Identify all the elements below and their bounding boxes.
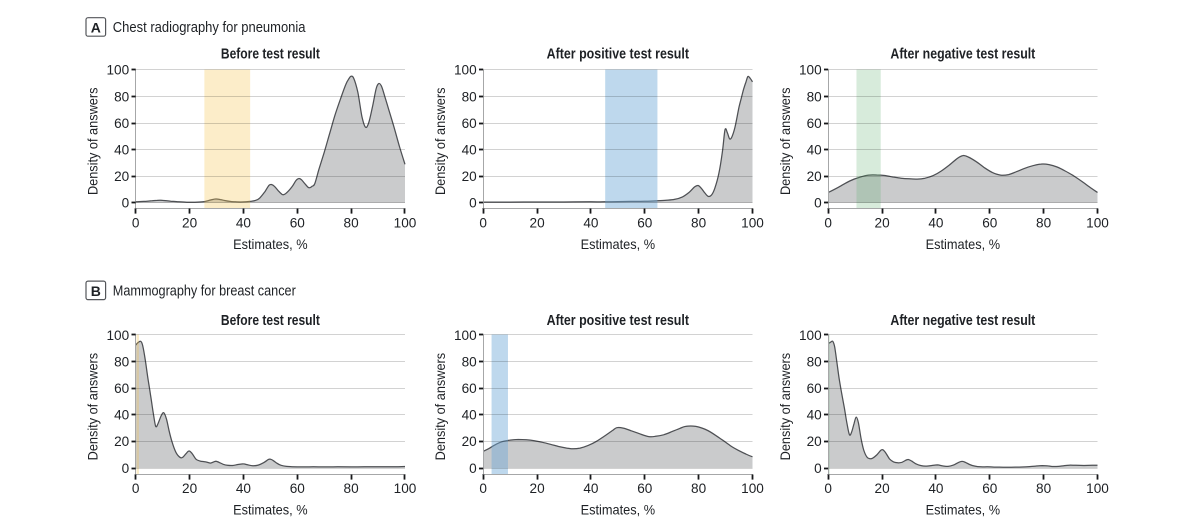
- svg-text:20: 20: [530, 481, 546, 496]
- svg-text:80: 80: [691, 481, 707, 496]
- svg-text:60: 60: [982, 216, 998, 231]
- svg-text:40: 40: [928, 481, 944, 496]
- svg-text:40: 40: [807, 143, 823, 158]
- svg-text:Density of answers: Density of answers: [778, 87, 793, 195]
- svg-text:0: 0: [479, 481, 487, 496]
- svg-text:40: 40: [807, 408, 823, 423]
- svg-text:Before test result: Before test result: [221, 46, 320, 63]
- svg-text:Mammography for breast cancer: Mammography for breast cancer: [113, 283, 296, 300]
- svg-text:20: 20: [462, 434, 478, 449]
- svg-text:Density of answers: Density of answers: [778, 353, 793, 461]
- svg-text:100: 100: [799, 63, 822, 78]
- svg-text:100: 100: [394, 481, 417, 496]
- svg-text:60: 60: [114, 116, 130, 131]
- svg-text:Density of answers: Density of answers: [86, 87, 101, 195]
- svg-text:60: 60: [807, 381, 823, 396]
- svg-text:80: 80: [807, 89, 823, 104]
- svg-text:80: 80: [1036, 216, 1052, 231]
- svg-text:60: 60: [807, 116, 823, 131]
- svg-text:40: 40: [462, 408, 478, 423]
- svg-text:0: 0: [469, 461, 477, 476]
- svg-text:After negative test result: After negative test result: [890, 46, 1035, 63]
- svg-text:After positive test result: After positive test result: [547, 312, 689, 329]
- svg-text:80: 80: [114, 89, 130, 104]
- svg-text:60: 60: [290, 481, 306, 496]
- svg-text:40: 40: [236, 481, 252, 496]
- svg-text:40: 40: [114, 143, 130, 158]
- svg-text:60: 60: [637, 481, 653, 496]
- svg-text:40: 40: [462, 143, 478, 158]
- svg-text:Chest radiography for pneumoni: Chest radiography for pneumonia: [113, 19, 306, 36]
- svg-text:60: 60: [114, 381, 130, 396]
- svg-text:100: 100: [454, 328, 477, 343]
- svg-text:80: 80: [344, 216, 360, 231]
- svg-text:Density of answers: Density of answers: [86, 353, 101, 461]
- svg-text:0: 0: [824, 481, 832, 496]
- svg-text:After positive test result: After positive test result: [547, 46, 689, 63]
- svg-text:Estimates, %: Estimates, %: [926, 502, 1001, 517]
- svg-text:100: 100: [1086, 481, 1109, 496]
- svg-text:80: 80: [114, 354, 130, 369]
- svg-text:80: 80: [344, 481, 360, 496]
- svg-text:0: 0: [122, 461, 130, 476]
- svg-text:80: 80: [462, 354, 478, 369]
- svg-text:60: 60: [462, 381, 478, 396]
- svg-text:20: 20: [182, 216, 198, 231]
- svg-text:60: 60: [982, 481, 998, 496]
- svg-text:20: 20: [530, 216, 546, 231]
- svg-text:20: 20: [807, 434, 823, 449]
- svg-text:80: 80: [1036, 481, 1052, 496]
- svg-text:20: 20: [875, 216, 891, 231]
- svg-text:0: 0: [814, 461, 822, 476]
- svg-text:20: 20: [807, 169, 823, 184]
- svg-text:Estimates, %: Estimates, %: [233, 502, 308, 517]
- svg-text:0: 0: [469, 196, 477, 211]
- svg-text:100: 100: [1086, 216, 1109, 231]
- svg-text:60: 60: [462, 116, 478, 131]
- svg-text:0: 0: [814, 196, 822, 211]
- svg-text:60: 60: [637, 216, 653, 231]
- svg-text:40: 40: [928, 216, 944, 231]
- svg-text:100: 100: [741, 481, 764, 496]
- svg-text:Estimates, %: Estimates, %: [926, 237, 1001, 252]
- svg-text:100: 100: [107, 63, 130, 78]
- svg-text:0: 0: [132, 216, 140, 231]
- svg-text:20: 20: [114, 434, 130, 449]
- svg-text:60: 60: [290, 216, 306, 231]
- svg-text:100: 100: [394, 216, 417, 231]
- svg-text:Before test result: Before test result: [221, 312, 320, 329]
- svg-text:100: 100: [799, 328, 822, 343]
- svg-text:Estimates, %: Estimates, %: [233, 237, 308, 252]
- svg-text:80: 80: [691, 216, 707, 231]
- svg-text:Estimates, %: Estimates, %: [581, 237, 656, 252]
- svg-text:40: 40: [583, 481, 599, 496]
- svg-text:Density of answers: Density of answers: [433, 353, 448, 461]
- svg-text:0: 0: [479, 216, 487, 231]
- svg-text:20: 20: [462, 169, 478, 184]
- svg-text:20: 20: [182, 481, 198, 496]
- svg-text:40: 40: [583, 216, 599, 231]
- svg-text:A: A: [91, 20, 101, 36]
- svg-text:40: 40: [236, 216, 252, 231]
- svg-text:B: B: [91, 283, 101, 299]
- svg-text:80: 80: [462, 89, 478, 104]
- svg-text:40: 40: [114, 408, 130, 423]
- svg-text:80: 80: [807, 354, 823, 369]
- svg-text:0: 0: [122, 196, 130, 211]
- svg-text:0: 0: [824, 216, 832, 231]
- svg-text:0: 0: [132, 481, 140, 496]
- svg-text:Density of answers: Density of answers: [433, 87, 448, 195]
- svg-text:After negative test result: After negative test result: [890, 312, 1035, 329]
- svg-text:100: 100: [107, 328, 130, 343]
- svg-text:20: 20: [114, 169, 130, 184]
- svg-text:20: 20: [875, 481, 891, 496]
- svg-text:Estimates, %: Estimates, %: [581, 502, 656, 517]
- svg-text:100: 100: [741, 216, 764, 231]
- svg-text:100: 100: [454, 63, 477, 78]
